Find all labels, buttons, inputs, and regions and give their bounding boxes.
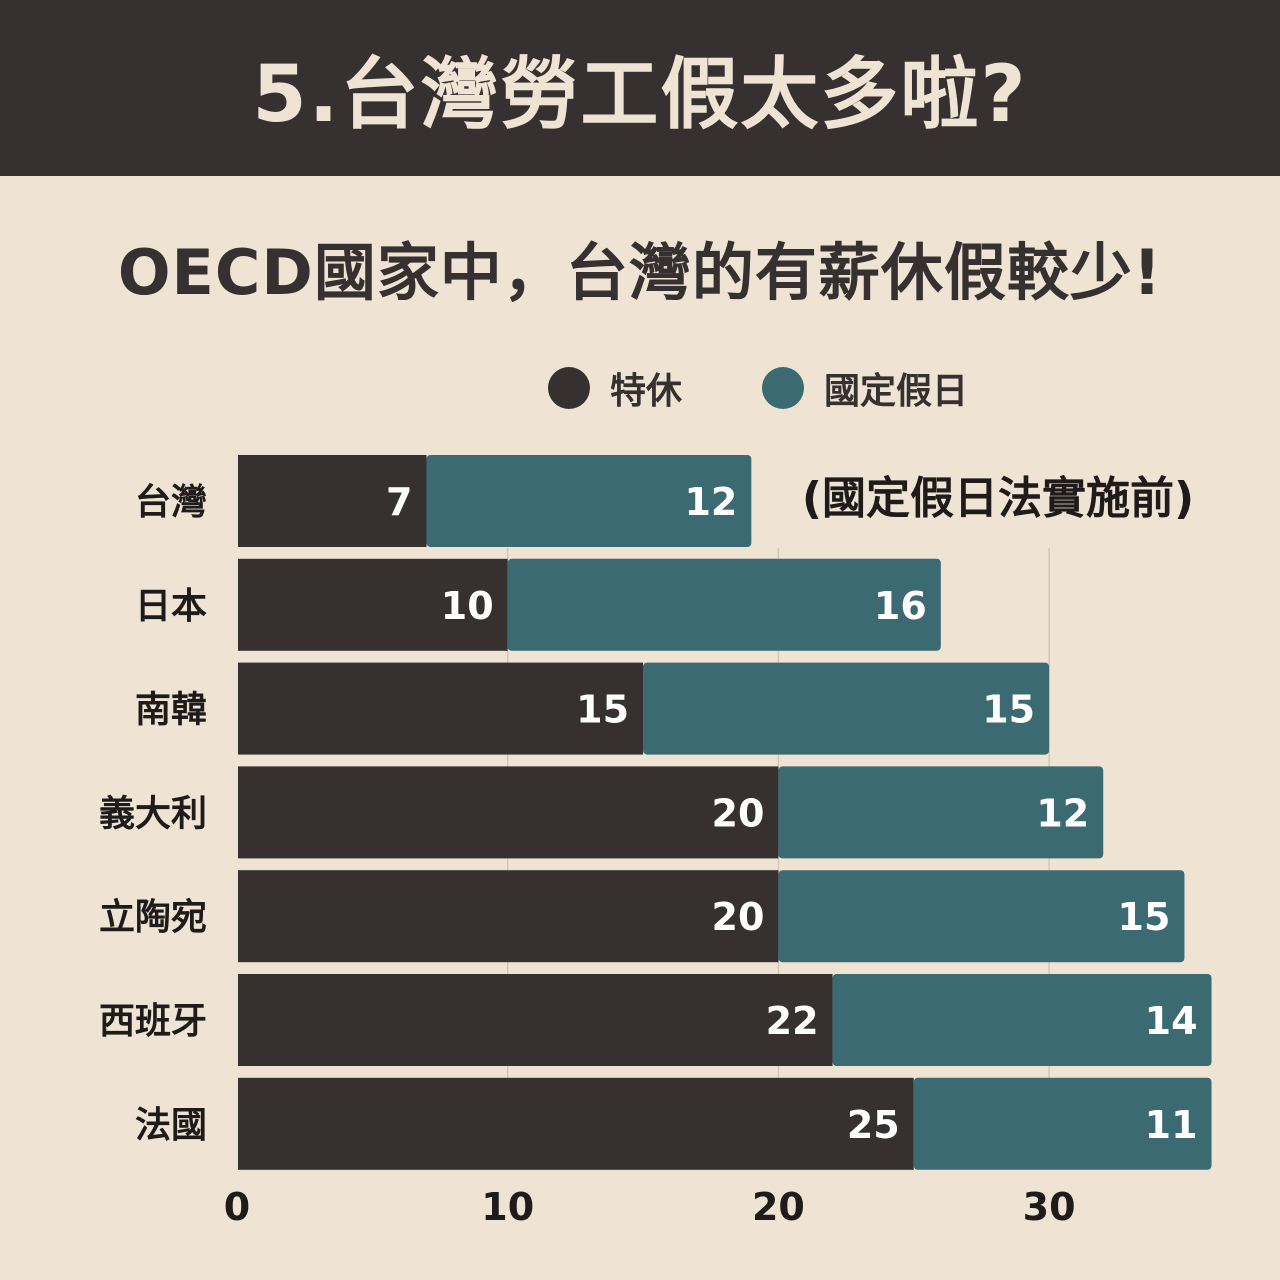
value-label-annual-leave-3: 20 — [712, 791, 765, 835]
value-label-annual-leave-1: 10 — [441, 584, 494, 628]
bar-public-holiday-5 — [832, 974, 1212, 1066]
value-label-public-holiday-1: 16 — [874, 584, 927, 628]
x-tick-label-0: 0 — [224, 1185, 250, 1229]
bar-annual-leave-5 — [237, 974, 833, 1066]
bar-annual-leave-4 — [237, 870, 779, 963]
chart-annotation: (國定假日法實施前) — [802, 473, 1194, 524]
bar-annual-leave-6 — [237, 1077, 914, 1170]
bar-public-holiday-4 — [778, 870, 1185, 963]
value-label-public-holiday-5: 14 — [1145, 999, 1198, 1043]
value-label-public-holiday-4: 15 — [1118, 895, 1171, 939]
category-label-6: 法國 — [135, 1105, 207, 1146]
bar-annual-leave-1 — [237, 558, 508, 651]
value-label-annual-leave-5: 22 — [766, 999, 819, 1043]
chart-subtitle: OECD國家中，台灣的有薪休假較少! — [117, 236, 1163, 309]
value-label-public-holiday-6: 11 — [1145, 1103, 1198, 1147]
bar-annual-leave-3 — [237, 766, 779, 859]
bar-public-holiday-2 — [643, 662, 1050, 755]
bar-public-holiday-1 — [507, 558, 941, 651]
value-label-public-holiday-0: 12 — [684, 480, 737, 524]
bar-public-holiday-3 — [778, 766, 1104, 859]
category-label-2: 南韓 — [135, 690, 207, 731]
value-label-annual-leave-6: 25 — [847, 1103, 900, 1147]
x-tick-label-3: 30 — [1023, 1185, 1076, 1229]
value-label-annual-leave-2: 15 — [576, 688, 629, 732]
bar-public-holiday-6 — [913, 1077, 1212, 1170]
bar-annual-leave-0 — [237, 455, 427, 547]
category-label-5: 西班牙 — [99, 1001, 207, 1042]
bar-annual-leave-2 — [237, 662, 644, 755]
bar-public-holiday-0 — [426, 455, 752, 547]
value-label-public-holiday-3: 12 — [1036, 791, 1089, 835]
category-label-0: 台灣 — [135, 482, 207, 523]
legend-label-annual-leave: 特休 — [610, 371, 683, 412]
legend-item-public-holiday: 國定假日 — [762, 362, 968, 414]
x-tick-label-2: 20 — [752, 1185, 805, 1229]
category-label-3: 義大利 — [99, 793, 207, 834]
category-label-1: 日本 — [135, 586, 207, 627]
header-banner: 5.台灣勞工假太多啦? — [0, 0, 1280, 176]
value-label-annual-leave-4: 20 — [712, 895, 765, 939]
page-title: 5.台灣勞工假太多啦? — [252, 50, 1028, 140]
legend-item-annual-leave: 特休 — [548, 362, 682, 414]
x-tick-label-1: 10 — [481, 1185, 534, 1229]
legend-label-public-holiday: 國定假日 — [824, 371, 969, 412]
chart-legend: 特休 國定假日 — [548, 362, 1048, 414]
legend-dot-public-holiday-icon — [762, 367, 805, 409]
category-label-4: 立陶宛 — [99, 897, 207, 938]
legend-dot-annual-leave-icon — [548, 367, 590, 409]
value-label-annual-leave-0: 7 — [386, 480, 412, 524]
value-label-public-holiday-2: 15 — [982, 688, 1035, 732]
